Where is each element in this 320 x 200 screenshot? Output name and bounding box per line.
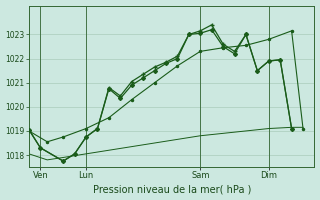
X-axis label: Pression niveau de la mer( hPa ): Pression niveau de la mer( hPa ) bbox=[92, 184, 251, 194]
